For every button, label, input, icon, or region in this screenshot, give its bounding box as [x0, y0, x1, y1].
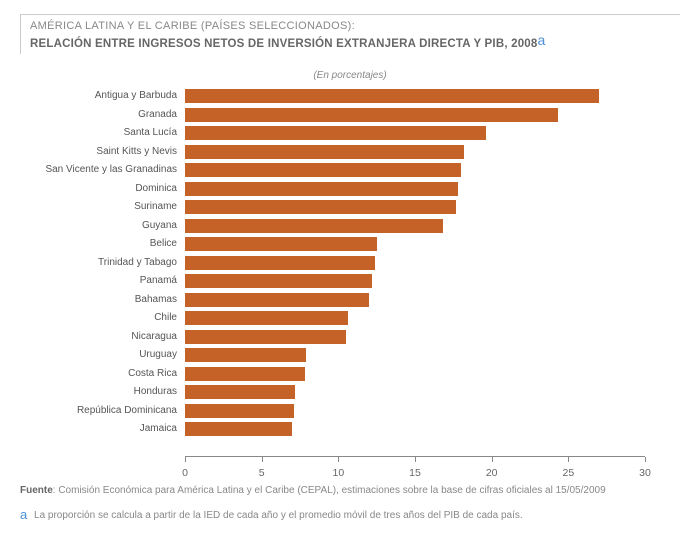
footer-note-marker: a — [20, 507, 27, 522]
bar-row: Saint Kitts y Nevis — [185, 145, 645, 159]
bar — [185, 311, 348, 325]
x-tick-label: 0 — [182, 467, 188, 479]
bar-label: Belice — [150, 238, 177, 249]
bar-label: Granada — [138, 109, 177, 120]
x-tick-label: 20 — [486, 467, 498, 479]
bar-label: Honduras — [134, 386, 177, 397]
bar-label: Costa Rica — [128, 368, 177, 379]
bar — [185, 126, 486, 140]
bar-label: Panamá — [140, 275, 177, 286]
bar-label: Chile — [154, 312, 177, 323]
bar-row: Uruguay — [185, 348, 645, 362]
bar — [185, 367, 305, 381]
x-tick — [492, 457, 493, 462]
bar — [185, 108, 558, 122]
bar — [185, 385, 295, 399]
footer-source-label: Fuente — [20, 485, 53, 496]
bar-row: Jamaica — [185, 422, 645, 436]
x-tick-label: 5 — [259, 467, 265, 479]
x-tick-label: 10 — [332, 467, 344, 479]
chart-container: AMÉRICA LATINA Y EL CARIBE (PAÍSES SELEC… — [0, 0, 700, 535]
footer-source-text: : Comisión Económica para América Latina… — [53, 485, 606, 496]
bar-label: Jamaica — [140, 423, 177, 434]
bar — [185, 256, 375, 270]
bar-label: Saint Kitts y Nevis — [96, 146, 177, 157]
bar — [185, 293, 369, 307]
bar-label: Antigua y Barbuda — [95, 90, 177, 101]
bar — [185, 237, 377, 251]
bar — [185, 274, 372, 288]
bar-label: Dominica — [135, 183, 177, 194]
bar — [185, 89, 599, 103]
bar-row: Dominica — [185, 182, 645, 196]
title-line2: RELACIÓN ENTRE INGRESOS NETOS DE INVERSI… — [30, 34, 670, 50]
bar-row: Costa Rica — [185, 367, 645, 381]
bar-label: Trinidad y Tabago — [98, 257, 177, 268]
title-line1: AMÉRICA LATINA Y EL CARIBE (PAÍSES SELEC… — [30, 20, 670, 32]
bar-row: Santa Lucía — [185, 126, 645, 140]
footer-source: Fuente: Comisión Económica para América … — [20, 485, 680, 496]
x-tick-label: 15 — [409, 467, 421, 479]
bar — [185, 182, 458, 196]
bar-row: Panamá — [185, 274, 645, 288]
title-line2-text: RELACIÓN ENTRE INGRESOS NETOS DE INVERSI… — [30, 38, 538, 50]
bar-row: San Vicente y las Granadinas — [185, 163, 645, 177]
bar — [185, 330, 346, 344]
bar-label: Bahamas — [135, 294, 177, 305]
title-block: AMÉRICA LATINA Y EL CARIBE (PAÍSES SELEC… — [30, 20, 670, 50]
bar — [185, 145, 464, 159]
bar-row: Bahamas — [185, 293, 645, 307]
bar — [185, 422, 292, 436]
chart-subtitle: (En porcentajes) — [0, 70, 700, 81]
bar-row: Suriname — [185, 200, 645, 214]
bar — [185, 348, 306, 362]
bar-label: Santa Lucía — [124, 127, 177, 138]
bar-row: Chile — [185, 311, 645, 325]
bar-row: Belice — [185, 237, 645, 251]
bar — [185, 200, 456, 214]
x-tick-label: 30 — [639, 467, 651, 479]
x-tick — [645, 457, 646, 462]
bar-label: Nicaragua — [131, 331, 177, 342]
bar-row: Antigua y Barbuda — [185, 89, 645, 103]
bar-label: República Dominicana — [77, 405, 177, 416]
bar-row: Guyana — [185, 219, 645, 233]
bar — [185, 219, 443, 233]
bar-label: Uruguay — [139, 349, 177, 360]
bar-label: San Vicente y las Granadinas — [45, 164, 177, 175]
x-tick-label: 25 — [562, 467, 574, 479]
bar-row: Honduras — [185, 385, 645, 399]
footer-note-text: La proporción se calcula a partir de la … — [34, 510, 523, 521]
bar-row: Nicaragua — [185, 330, 645, 344]
x-tick — [262, 457, 263, 462]
bar-label: Guyana — [142, 220, 177, 231]
bar — [185, 404, 294, 418]
x-tick — [185, 457, 186, 462]
chart-area: Antigua y Barbuda Granada Santa Lucía Saint… — [185, 85, 645, 457]
bar-row: Granada — [185, 108, 645, 122]
bar — [185, 163, 461, 177]
bar-row: República Dominicana — [185, 404, 645, 418]
x-tick — [338, 457, 339, 462]
header-rule-top — [20, 14, 680, 15]
bar-row: Trinidad y Tabago — [185, 256, 645, 270]
footer-note: a La proporción se calcula a partir de l… — [20, 506, 680, 521]
bar-label: Suriname — [134, 201, 177, 212]
header-rule-left — [20, 14, 21, 54]
x-tick — [568, 457, 569, 462]
x-tick — [415, 457, 416, 462]
title-superscript: a — [538, 32, 546, 48]
